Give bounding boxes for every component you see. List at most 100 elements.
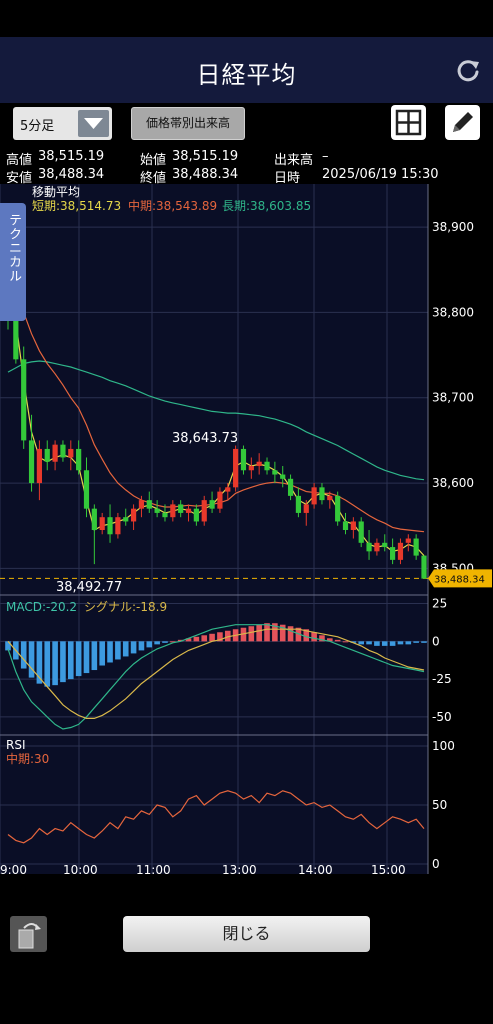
candle-body <box>13 320 19 360</box>
high-value: 38,515.19 <box>38 149 105 164</box>
candle-body <box>405 538 411 543</box>
time-tick-label: 14:00 <box>298 863 333 874</box>
candle-body <box>107 517 113 535</box>
volume-value: – <box>322 149 329 164</box>
macd-hist-bar <box>327 638 333 642</box>
macd-hist-bar <box>107 641 113 663</box>
macd-hist-bar <box>170 641 176 643</box>
macd-hist-bar <box>99 641 105 666</box>
candle-body <box>303 504 309 513</box>
candle-body <box>287 478 294 496</box>
chart-area[interactable]: 移動平均 短期:38,514.73 中期:38,543.89 長期:38,603.85… <box>0 184 493 877</box>
candle-body <box>350 521 356 530</box>
bottom-bar: 閉じる <box>0 900 493 1024</box>
price-tick-label: 38,600 <box>432 476 474 490</box>
macd-hist-bar <box>20 641 27 669</box>
macd-hist-bar <box>52 641 58 686</box>
rotate-screen-icon <box>18 923 41 949</box>
macd-hist-bar <box>272 623 278 642</box>
candle-body <box>36 448 42 484</box>
close-button[interactable]: 閉じる <box>123 916 370 952</box>
macd-hist-bar <box>350 641 357 643</box>
datetime-value: 2025/06/19 15:30 <box>322 167 439 182</box>
candle-body <box>76 448 82 471</box>
volume-label: 出来高 <box>274 153 314 168</box>
price-tick-label: 38,800 <box>432 305 474 319</box>
candle-body <box>146 500 152 509</box>
candle-body <box>138 500 145 509</box>
datetime-label: 日時 <box>274 171 301 186</box>
candle-body <box>382 542 388 548</box>
candle-body <box>185 508 192 513</box>
candle-body <box>123 517 129 522</box>
technical-tab-label: テクニカル <box>6 213 21 283</box>
volume-by-price-button[interactable]: 価格帯別出来高 <box>131 107 245 140</box>
macd-hist-bar <box>389 641 396 646</box>
ohlc-summary: 高値 38,515.19 始値 38,515.19 出来高 – 安値 38,48… <box>0 146 493 186</box>
signal-line <box>7 628 425 720</box>
candle-body <box>154 508 160 513</box>
candle-body <box>374 542 380 552</box>
candle-body <box>358 521 364 543</box>
candle-body <box>217 491 223 509</box>
candle-body <box>319 487 325 501</box>
macd-hist-bar <box>138 641 145 651</box>
candle-body <box>225 487 231 492</box>
rsi-legend: 中期:30 <box>6 751 49 766</box>
macd-hist-bar <box>279 624 286 642</box>
rsi-tick-label: 100 <box>432 739 455 753</box>
page-title: 日経平均 <box>196 61 297 89</box>
macd-hist-bar <box>421 641 427 643</box>
candle-body <box>248 466 254 471</box>
interval-select[interactable]: 5分足 <box>13 107 112 140</box>
macd-hist-bar <box>5 641 11 651</box>
candle-body <box>115 517 121 535</box>
macd-hist-bar <box>36 641 43 684</box>
macd-hist-bar <box>193 636 200 642</box>
time-tick-label: 9:00 <box>0 863 27 874</box>
candle-body <box>91 508 97 530</box>
last-price-tag-label: 38,488.34 <box>434 574 485 585</box>
grid-layout-button[interactable] <box>391 105 426 140</box>
candle-body <box>170 504 176 518</box>
price-tick-label: 38,700 <box>432 391 474 405</box>
macd-hist-bar <box>162 641 168 643</box>
macd-tick-label: -25 <box>432 672 452 686</box>
signal-legend: シグナル:-18.9 <box>84 600 167 614</box>
ma-long-legend: 長期:38,603.85 <box>222 199 311 213</box>
candle-body <box>60 444 66 458</box>
close-value: 38,488.34 <box>172 167 239 182</box>
rsi-tick-label: 50 <box>432 798 447 812</box>
rotate-screen-button[interactable] <box>10 916 47 952</box>
candle-body <box>99 517 105 530</box>
technical-tab[interactable]: テクニカル <box>0 203 26 321</box>
candle-body <box>413 538 419 556</box>
time-tick-label: 11:00 <box>136 863 171 874</box>
chart-toolbar: 5分足 価格帯別出来高 <box>0 103 493 145</box>
candle-body <box>193 508 199 522</box>
macd-hist-bar <box>75 641 82 677</box>
last-price-tag <box>428 569 492 588</box>
candle-body <box>272 470 278 475</box>
refresh-icon[interactable] <box>455 57 481 83</box>
candle-body <box>390 547 396 560</box>
ma-short-legend: 短期:38,514.73 <box>32 199 121 213</box>
title-bar: 日経平均 <box>0 37 493 103</box>
macd-hist-bar <box>342 641 349 643</box>
macd-hist-bar <box>146 641 153 648</box>
candle-body <box>342 521 349 530</box>
time-tick-label: 15:00 <box>371 863 406 874</box>
candle-body <box>209 500 215 509</box>
time-tick-label: 13:00 <box>222 863 257 874</box>
candle-body <box>21 359 27 441</box>
macd-hist-bar <box>177 639 184 642</box>
macd-hist-bar <box>319 635 325 642</box>
candle-body <box>295 495 302 513</box>
macd-hist-bar <box>311 632 317 642</box>
macd-hist-bar <box>256 624 262 642</box>
candle-body <box>28 440 35 484</box>
draw-tool-button[interactable] <box>445 105 480 140</box>
macd-hist-bar <box>209 633 215 642</box>
macd-legend: MACD:-20.2 <box>6 600 77 614</box>
macd-hist-bar <box>154 641 160 645</box>
